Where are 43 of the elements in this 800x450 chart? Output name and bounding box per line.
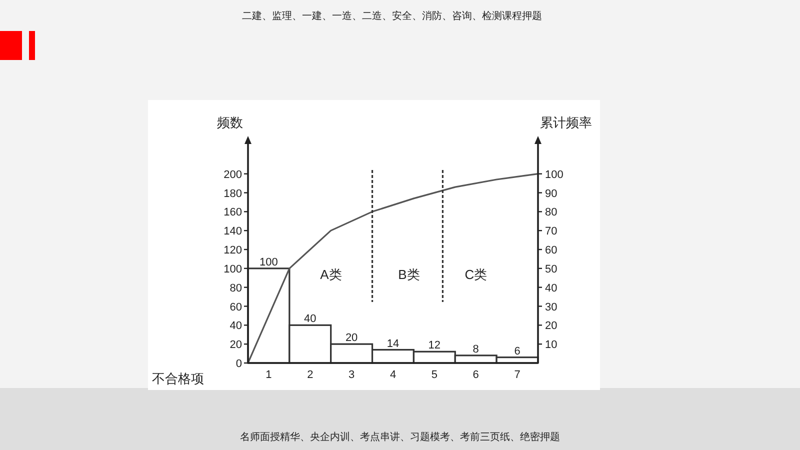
- y2-axis-title: 累计频率: [540, 115, 592, 130]
- data-label: 12: [428, 340, 441, 352]
- y2-tick-label: 70: [545, 226, 558, 238]
- data-label: 6: [514, 345, 520, 358]
- annotation: C类: [464, 267, 488, 282]
- x-tick-label: 4: [390, 369, 396, 381]
- y-tick-label: 0: [236, 358, 242, 370]
- x-tick-label: 3: [348, 369, 355, 381]
- y2-tick-label: 100: [545, 168, 564, 181]
- x-tick-label: 7: [514, 369, 520, 381]
- text: 名师面授精华、央企内训、考点串讲、习题模考、考前三页纸、绝密押题: [240, 431, 560, 443]
- y2-tick-label: 30: [545, 301, 558, 314]
- data-label: 20: [345, 332, 358, 344]
- data-label: 40: [304, 313, 316, 326]
- y2-tick-label: 60: [545, 244, 558, 256]
- data-label: 8: [472, 343, 479, 356]
- x-axis-title: 不合格项: [152, 371, 204, 386]
- x-tick-label: 6: [472, 369, 479, 381]
- y-tick-label: 120: [224, 244, 242, 256]
- y2-tick-label: 20: [545, 320, 558, 332]
- y-tick-label: 40: [230, 320, 242, 332]
- y-tick-label: 100: [224, 263, 242, 276]
- y-axis-title: 频数: [217, 115, 243, 130]
- y-tick-label: 20: [230, 339, 242, 352]
- y-tick-label: 180: [224, 188, 242, 200]
- y2-tick-label: 40: [545, 282, 558, 294]
- y2-tick-label: 50: [545, 263, 558, 276]
- annotation: A类: [320, 267, 342, 282]
- y-tick-label: 160: [224, 206, 242, 219]
- data-label: 100: [260, 256, 278, 268]
- x-tick-label: 5: [431, 369, 438, 381]
- annotation: B类: [398, 267, 420, 282]
- x-tick-label: 1: [266, 369, 272, 381]
- data-label: 14: [386, 338, 400, 350]
- y-tick-label: 140: [224, 226, 242, 238]
- y2-tick-label: 10: [545, 339, 558, 352]
- y2-tick-label: 80: [545, 206, 558, 219]
- y-tick-label: 80: [230, 282, 242, 294]
- text: 二建、监理、一建、一造、二造、安全、消防、咨询、检测课程押题: [242, 10, 542, 22]
- y-tick-label: 200: [224, 168, 242, 181]
- y-tick-label: 60: [230, 301, 242, 314]
- x-tick-label: 2: [307, 369, 314, 381]
- y2-tick-label: 90: [545, 188, 558, 200]
